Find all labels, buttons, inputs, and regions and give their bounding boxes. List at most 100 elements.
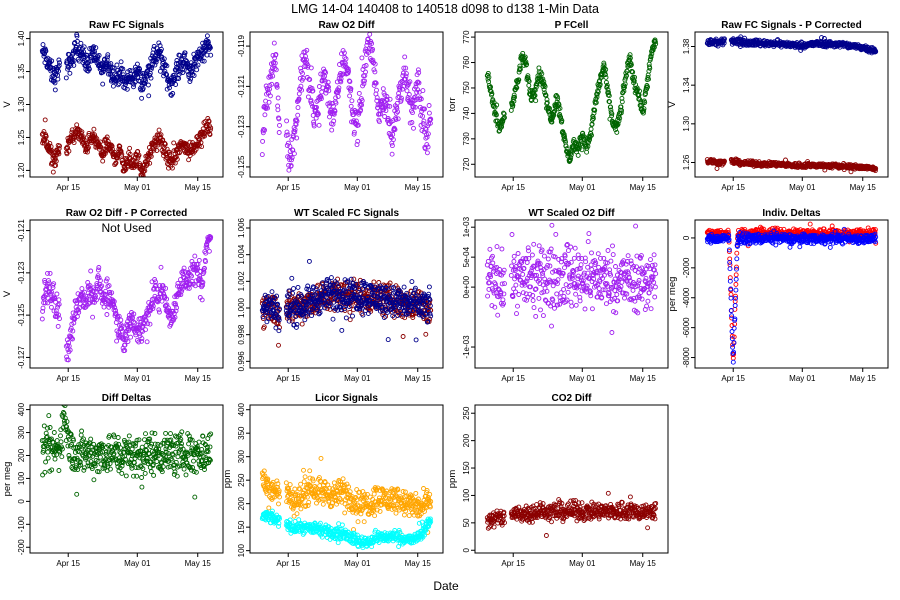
data-point [390, 131, 396, 137]
data-point [116, 81, 122, 87]
panel-data [39, 32, 214, 177]
data-point [499, 246, 505, 252]
data-point [285, 132, 291, 138]
data-point [359, 305, 365, 311]
figure-title: LMG 14-04 140408 to 140518 d098 to d138 … [291, 2, 599, 16]
data-point [109, 143, 115, 149]
data-point [123, 333, 129, 339]
data-point [56, 151, 62, 157]
panel-ylabel: V [2, 290, 13, 297]
data-point [500, 297, 506, 303]
data-point [391, 308, 397, 314]
data-point [622, 81, 628, 87]
data-point [265, 293, 271, 299]
data-point [550, 297, 556, 303]
y-tick-label: -0.125 [17, 303, 26, 326]
data-point [314, 302, 319, 308]
data-point [344, 279, 350, 285]
data-point [161, 56, 167, 62]
data-point [127, 68, 133, 73]
data-point [369, 41, 375, 46]
data-point [286, 167, 292, 173]
data-point [126, 327, 132, 333]
data-point [81, 49, 86, 55]
data-point [276, 130, 282, 135]
data-point [501, 267, 507, 273]
data-point [597, 81, 603, 87]
data-point [164, 296, 170, 302]
data-point [144, 339, 150, 345]
data-point [872, 168, 878, 174]
data-point [193, 146, 199, 152]
data-point [289, 275, 295, 281]
data-point [531, 305, 537, 311]
x-tick-label: May 15 [850, 183, 877, 192]
data-point [343, 315, 349, 321]
data-point [564, 146, 570, 152]
data-point [485, 258, 491, 264]
data-point [413, 337, 419, 343]
data-point [204, 245, 210, 251]
data-point [276, 342, 281, 348]
data-point [273, 67, 279, 73]
data-point [208, 52, 214, 58]
data-point [589, 132, 594, 138]
data-point [526, 82, 532, 88]
data-point [514, 311, 519, 317]
data-point [516, 77, 522, 83]
data-point [618, 110, 624, 116]
data-point [327, 100, 333, 106]
data-point [524, 61, 530, 67]
data-point [539, 71, 545, 77]
data-point [113, 308, 119, 313]
panel-title: Raw FC Signals - P Corrected [721, 20, 861, 31]
data-point [391, 285, 397, 290]
data-point [346, 68, 352, 74]
data-point [158, 264, 164, 270]
x-tick-label: May 15 [630, 183, 657, 192]
data-point [309, 85, 315, 91]
data-point [360, 312, 366, 318]
panel-data [259, 258, 434, 348]
data-point [562, 253, 568, 259]
data-point [335, 94, 341, 99]
data-point [93, 45, 99, 51]
data-point [304, 47, 310, 53]
data-point [92, 132, 97, 138]
data-point [630, 69, 636, 75]
data-point [57, 316, 62, 322]
data-point [591, 276, 597, 282]
data-point [652, 39, 658, 45]
data-point [374, 95, 380, 101]
data-point [85, 145, 91, 151]
data-point [585, 264, 591, 270]
data-point [385, 103, 391, 109]
data-point [87, 300, 93, 306]
data-point [628, 63, 634, 68]
data-point [343, 56, 349, 62]
y-tick-label: 0.996 [237, 351, 246, 372]
data-point [309, 289, 315, 295]
data-point [98, 144, 104, 150]
data-point [350, 313, 355, 319]
data-point [568, 299, 574, 305]
series-p-fcell [484, 37, 659, 164]
data-point [150, 306, 156, 312]
data-point [137, 161, 143, 167]
data-point [549, 323, 554, 329]
data-point [56, 57, 62, 63]
data-point [641, 108, 647, 114]
data-point [416, 70, 422, 76]
data-point [120, 66, 126, 72]
data-point [174, 305, 180, 311]
panel-frame [249, 31, 444, 178]
data-point [122, 348, 128, 353]
data-point [121, 337, 127, 343]
x-tick-label: May 01 [344, 374, 371, 383]
data-point [348, 86, 354, 92]
panel-title: Raw O2 Diff [318, 20, 375, 31]
data-point [530, 293, 536, 298]
data-point [96, 265, 102, 270]
data-point [371, 279, 377, 285]
